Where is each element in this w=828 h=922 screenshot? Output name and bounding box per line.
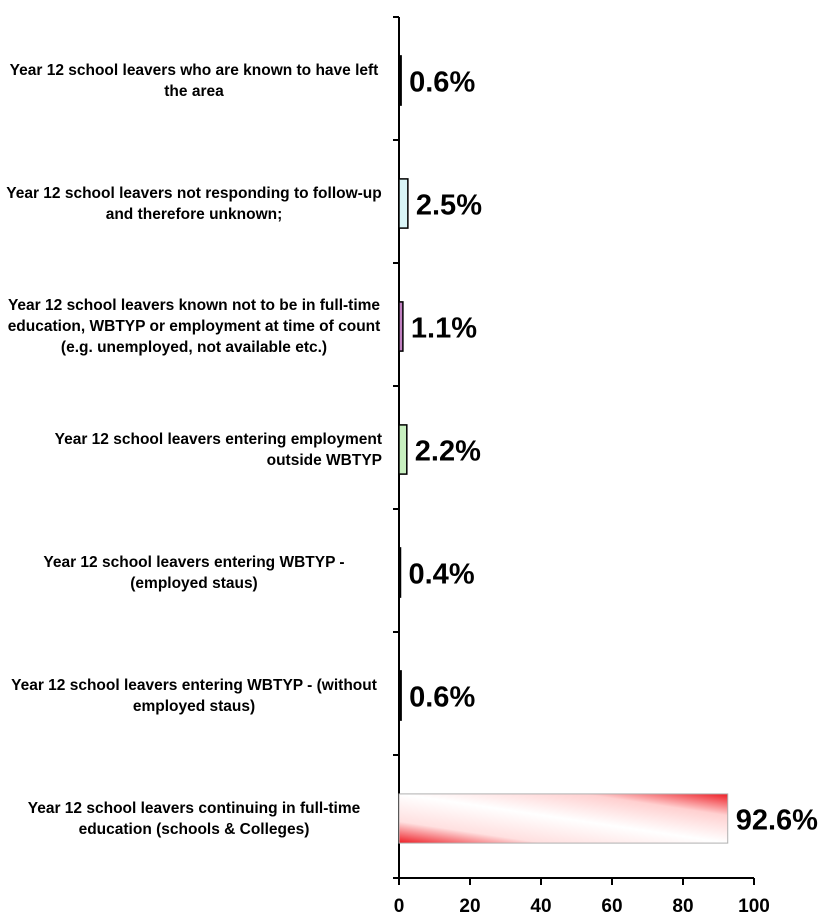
bar	[398, 793, 729, 844]
data-label: 0.6%	[409, 682, 475, 714]
x-tick-label: 80	[672, 896, 693, 917]
x-tick-label: 100	[738, 896, 770, 917]
x-tick-label: 40	[530, 896, 551, 917]
x-tick-label: 0	[394, 896, 405, 917]
data-label: 92.6%	[736, 805, 818, 837]
data-label: 0.4%	[409, 559, 475, 591]
data-label: 0.6%	[409, 67, 475, 99]
x-tick-label: 20	[459, 896, 480, 917]
bar-layer	[398, 55, 729, 844]
x-tick-label: 60	[601, 896, 622, 917]
category-label: Year 12 school leavers continuing in ful…	[27, 799, 361, 838]
category-label: Year 12 school leavers entering WBTYP - …	[43, 553, 345, 592]
bar	[398, 424, 408, 475]
category-label: Year 12 school leavers who are known to …	[9, 61, 379, 100]
category-label: Year 12 school leavers entering WBTYP - …	[11, 676, 377, 715]
category-label: Year 12 school leavers entering employme…	[54, 430, 382, 469]
bar	[398, 301, 404, 352]
data-label: 1.1%	[411, 313, 477, 345]
bar	[398, 547, 402, 598]
category-label: Year 12 school leavers known not to be i…	[7, 297, 381, 356]
data-label: 2.2%	[415, 436, 481, 468]
data-label: 2.5%	[416, 190, 482, 222]
category-label: Year 12 school leavers not responding to…	[6, 184, 382, 223]
bar	[398, 178, 409, 229]
value-label-layer: 0.6% 2.5% 1.1% 2.2% 0.4% 0.6% 92.6%	[409, 67, 819, 837]
bar	[398, 55, 402, 106]
bar	[398, 670, 402, 721]
axis-layer: 0 20 40 60 80 100	[393, 16, 770, 917]
